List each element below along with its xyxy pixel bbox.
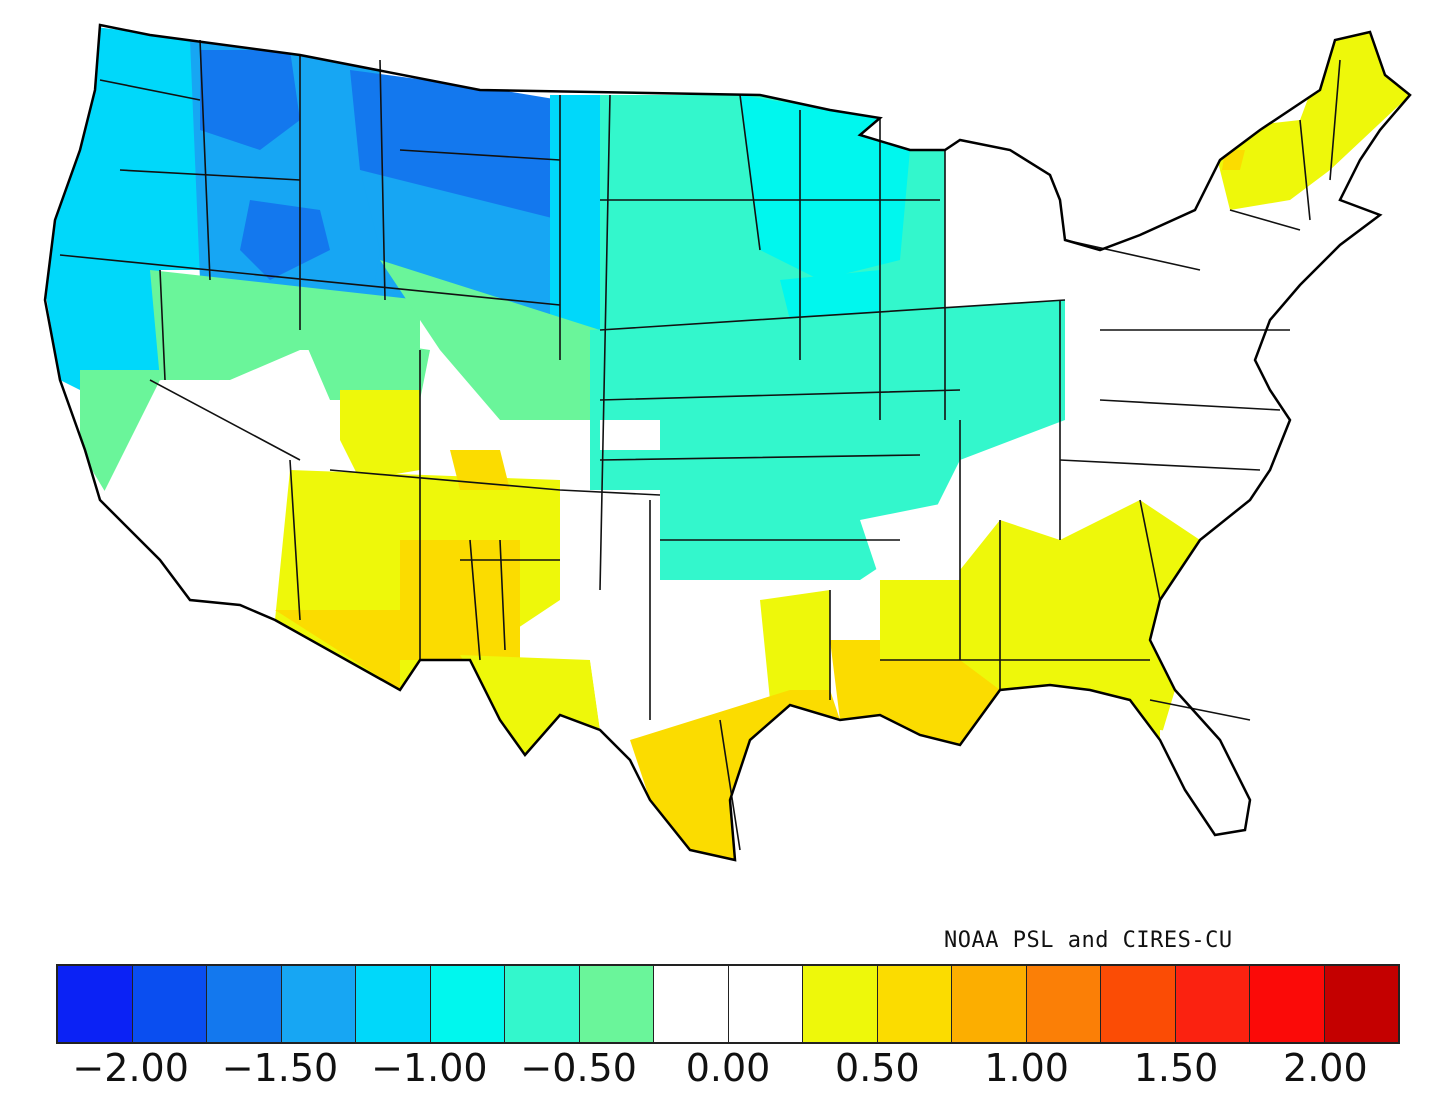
colorbar-swatch — [58, 966, 133, 1042]
region-cell — [400, 540, 520, 660]
colorbar-tick-label: −0.50 — [520, 1046, 637, 1090]
division-boundaries — [59, 39, 1341, 851]
colorbar-tick-label: 2.00 — [1283, 1046, 1368, 1090]
region-cell — [760, 590, 830, 700]
colorbar-tick-label: −1.00 — [371, 1046, 488, 1090]
region-cell — [200, 50, 300, 150]
colorbar-tick-label: 0.00 — [685, 1046, 771, 1090]
region-cell — [45, 260, 160, 400]
region-cell — [240, 200, 330, 280]
region-cell — [630, 690, 840, 860]
region-cell — [450, 450, 510, 490]
colorbar-swatch — [1175, 966, 1250, 1042]
colorbar-swatch — [356, 966, 431, 1042]
region-cell — [860, 500, 960, 580]
colorbar-swatch — [877, 966, 952, 1042]
region-cell — [1160, 730, 1250, 840]
colorbar-tick-label: −2.00 — [72, 1046, 189, 1090]
region-cell — [150, 270, 420, 380]
region-cell — [460, 655, 600, 755]
colorbar-swatch — [579, 966, 654, 1042]
colorbar-swatch — [132, 966, 207, 1042]
colorbar-swatch — [1026, 966, 1101, 1042]
colorbar-swatch — [803, 966, 878, 1042]
region-cell — [830, 640, 1000, 745]
colorbar-swatch — [505, 966, 580, 1042]
colorbar-swatch — [952, 966, 1027, 1042]
colorbar-swatch — [281, 966, 356, 1042]
region-cell — [275, 610, 400, 690]
region-cell — [340, 390, 420, 480]
colorbar-tick-label: 0.50 — [835, 1046, 920, 1090]
colorbar-swatch — [430, 966, 505, 1042]
colorbar-swatch — [728, 966, 803, 1042]
region-cell — [1210, 30, 1410, 210]
region-cell — [550, 140, 610, 360]
colorbar-swatch — [1250, 966, 1325, 1042]
colorbar-tick-label: −1.50 — [221, 1046, 339, 1090]
colorbar-tick-label: 1.00 — [984, 1046, 1069, 1090]
colorbar-swatch — [1101, 966, 1176, 1042]
region-cell — [740, 95, 910, 280]
colorbar-tick-label: 1.50 — [1133, 1046, 1219, 1090]
credit-label: NOAA PSL and CIRES-CU — [944, 928, 1233, 953]
region-cell — [880, 500, 1200, 740]
us-climate-division-map — [43, 23, 1412, 862]
region-cell — [590, 300, 1065, 580]
colorbar-swatch — [207, 966, 282, 1042]
colorbar-swatch — [1324, 966, 1398, 1042]
region-cell — [45, 25, 200, 270]
region-cell — [380, 260, 600, 420]
region-cell — [600, 420, 660, 450]
region-cell — [300, 330, 430, 400]
colorbar-swatch — [654, 966, 729, 1042]
map-fill-layer — [45, 25, 1410, 860]
colorbar — [56, 964, 1400, 1044]
